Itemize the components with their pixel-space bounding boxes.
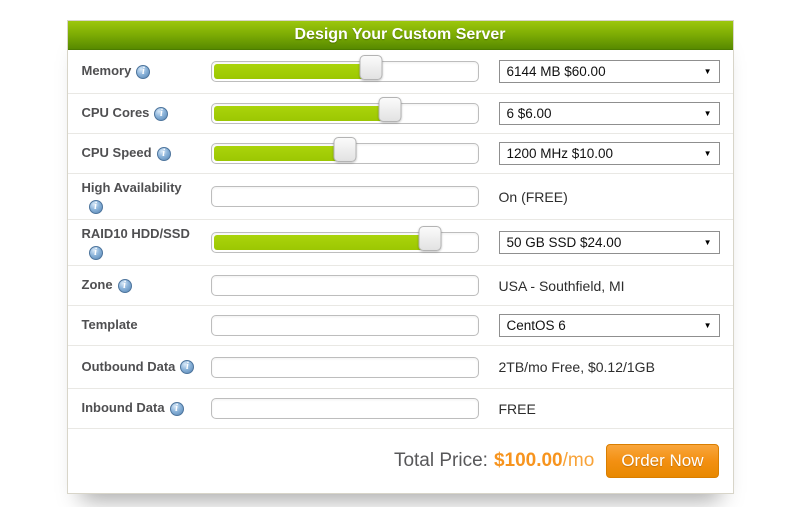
row-memory: Memory 6144 MB $60.00 ▼ (67, 50, 733, 94)
slider-fill (213, 106, 389, 121)
raid10-label: RAID10 HDD/SSD (81, 225, 211, 261)
raid10-slider[interactable] (210, 226, 479, 256)
slider-track[interactable] (210, 186, 479, 207)
chevron-down-icon: ▼ (703, 67, 712, 76)
inbound-data-label-text: Inbound Data (81, 400, 165, 416)
info-icon[interactable] (154, 106, 169, 121)
page-title: Design Your Custom Server (294, 26, 506, 43)
row-inbound-data: Inbound Data FREE (67, 389, 733, 429)
outbound-data-slider[interactable] (210, 354, 479, 381)
card-header: Design Your Custom Server (67, 21, 733, 50)
template-select[interactable]: CentOS 6 ▼ (498, 314, 720, 337)
slider-handle[interactable] (378, 97, 402, 122)
cpu-speed-select-value: 1200 MHz $10.00 (506, 146, 614, 161)
total-price-value: $100.00 (493, 450, 563, 471)
info-icon[interactable] (117, 278, 132, 293)
slider-track[interactable] (210, 398, 479, 419)
cpu-cores-label-text: CPU Cores (81, 105, 150, 121)
chevron-down-icon: ▼ (703, 321, 712, 330)
info-icon[interactable] (156, 146, 171, 161)
memory-label-text: Memory (81, 63, 132, 79)
cpu-speed-slider[interactable] (210, 137, 479, 167)
row-outbound-data: Outbound Data 2TB/mo Free, $0.12/1GB (67, 346, 733, 389)
info-icon[interactable] (169, 401, 184, 416)
slider-fill (213, 235, 429, 250)
high-availability-value: On (FREE) (498, 188, 568, 205)
cpu-cores-select-value: 6 $6.00 (506, 106, 552, 121)
zone-value: USA - Southfield, MI (498, 277, 625, 294)
info-icon[interactable] (88, 246, 103, 261)
high-availability-label-text: High Availability (81, 179, 182, 195)
total-row: Total Price: $100.00 /mo Order Now (68, 429, 733, 493)
raid10-label-text: RAID10 HDD/SSD (81, 225, 190, 241)
template-label: Template (82, 316, 211, 334)
row-raid10: RAID10 HDD/SSD 50 GB SSD $24.00 ▼ (67, 220, 733, 266)
order-now-button[interactable]: Order Now (606, 444, 719, 478)
slider-track[interactable] (210, 61, 479, 82)
inbound-data-label: Inbound Data (82, 399, 211, 417)
row-zone: Zone USA - Southfield, MI (67, 266, 733, 306)
template-slider[interactable] (210, 312, 479, 339)
memory-select-value: 6144 MB $60.00 (506, 64, 606, 79)
outbound-data-label: Outbound Data (82, 358, 211, 376)
cpu-speed-label: CPU Speed (82, 144, 211, 162)
slider-fill (213, 64, 371, 79)
cpu-cores-label: CPU Cores (82, 104, 211, 122)
raid10-select[interactable]: 50 GB SSD $24.00 ▼ (498, 231, 720, 254)
high-availability-label: High Availability (81, 179, 211, 215)
slider-handle[interactable] (418, 226, 442, 251)
slider-track[interactable] (210, 315, 479, 336)
chevron-down-icon: ▼ (703, 149, 712, 158)
slider-track[interactable] (210, 103, 479, 124)
row-cpu-cores: CPU Cores 6 $6.00 ▼ (67, 94, 733, 134)
cpu-cores-select[interactable]: 6 $6.00 ▼ (498, 102, 720, 125)
slider-track[interactable] (210, 275, 479, 296)
zone-label: Zone (82, 276, 211, 294)
row-cpu-speed: CPU Speed 1200 MHz $10.00 ▼ (67, 134, 733, 174)
row-template: Template CentOS 6 ▼ (67, 306, 733, 346)
custom-server-configurator: Design Your Custom Server Memory 6144 MB… (66, 20, 734, 494)
info-icon[interactable] (180, 360, 195, 374)
template-label-text: Template (81, 317, 138, 333)
template-select-value: CentOS 6 (506, 318, 566, 333)
chevron-down-icon: ▼ (703, 238, 712, 247)
inbound-data-slider[interactable] (210, 395, 479, 422)
outbound-data-label-text: Outbound Data (81, 358, 176, 374)
info-icon[interactable] (136, 64, 151, 79)
cpu-cores-slider[interactable] (210, 97, 479, 127)
slider-track[interactable] (210, 356, 479, 378)
inbound-data-value: FREE (498, 400, 536, 417)
raid10-select-value: 50 GB SSD $24.00 (506, 235, 622, 250)
chevron-down-icon: ▼ (703, 109, 712, 118)
cpu-speed-label-text: CPU Speed (81, 145, 152, 161)
total-price-period: /mo (562, 450, 595, 471)
zone-slider[interactable] (210, 272, 479, 299)
total-price-label: Total Price: (393, 450, 488, 471)
zone-label-text: Zone (81, 277, 113, 293)
slider-fill (213, 146, 344, 161)
slider-handle[interactable] (333, 137, 356, 162)
slider-track[interactable] (210, 232, 479, 253)
row-high-availability: High Availability On (FREE) (67, 174, 733, 220)
memory-select[interactable]: 6144 MB $60.00 ▼ (498, 60, 720, 83)
memory-slider[interactable] (210, 55, 479, 85)
cpu-speed-select[interactable]: 1200 MHz $10.00 ▼ (498, 142, 720, 165)
outbound-data-value: 2TB/mo Free, $0.12/1GB (498, 359, 655, 375)
info-icon[interactable] (88, 200, 103, 215)
high-availability-slider[interactable] (210, 183, 479, 210)
slider-handle[interactable] (359, 55, 383, 80)
memory-label: Memory (82, 62, 211, 80)
